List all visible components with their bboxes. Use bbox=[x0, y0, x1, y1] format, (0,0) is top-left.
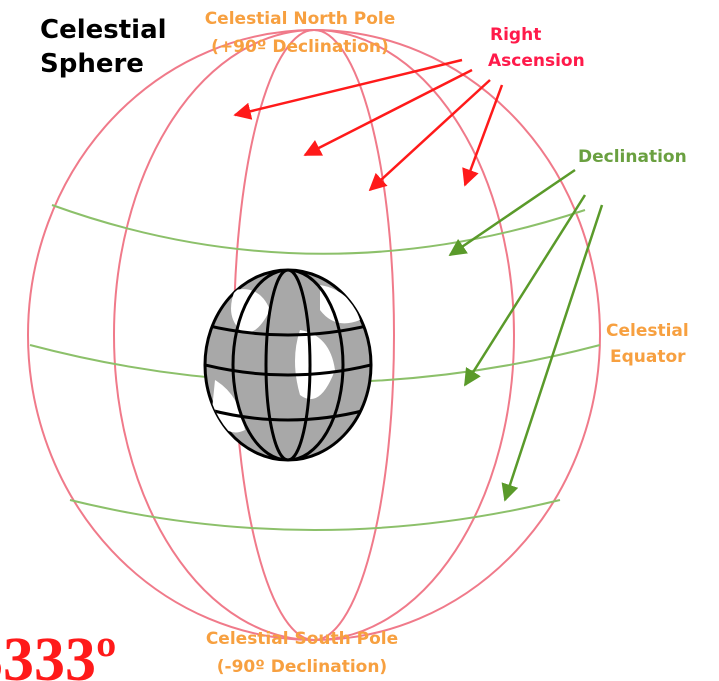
ra-arrows bbox=[233, 58, 504, 192]
dec-arrows bbox=[448, 168, 604, 502]
north-pole-label: (+90º Declination) bbox=[211, 37, 389, 57]
south-pole-label: (-90º Declination) bbox=[217, 657, 387, 677]
title-line: Sphere bbox=[40, 49, 144, 79]
equator-label: Celestial bbox=[606, 321, 689, 341]
equator-label: Equator bbox=[610, 347, 686, 367]
title-line: Celestial bbox=[40, 15, 167, 45]
south-pole-label: Celestial South Pole bbox=[206, 629, 398, 649]
ra-label: Ascension bbox=[488, 51, 585, 71]
north-pole-label: Celestial North Pole bbox=[205, 9, 396, 29]
celestial-sphere bbox=[27, 29, 601, 641]
ra-label: Right bbox=[490, 25, 541, 45]
fragment-text: 8333º bbox=[0, 626, 116, 681]
earth bbox=[203, 268, 373, 462]
declination-label: Declination bbox=[578, 147, 687, 167]
